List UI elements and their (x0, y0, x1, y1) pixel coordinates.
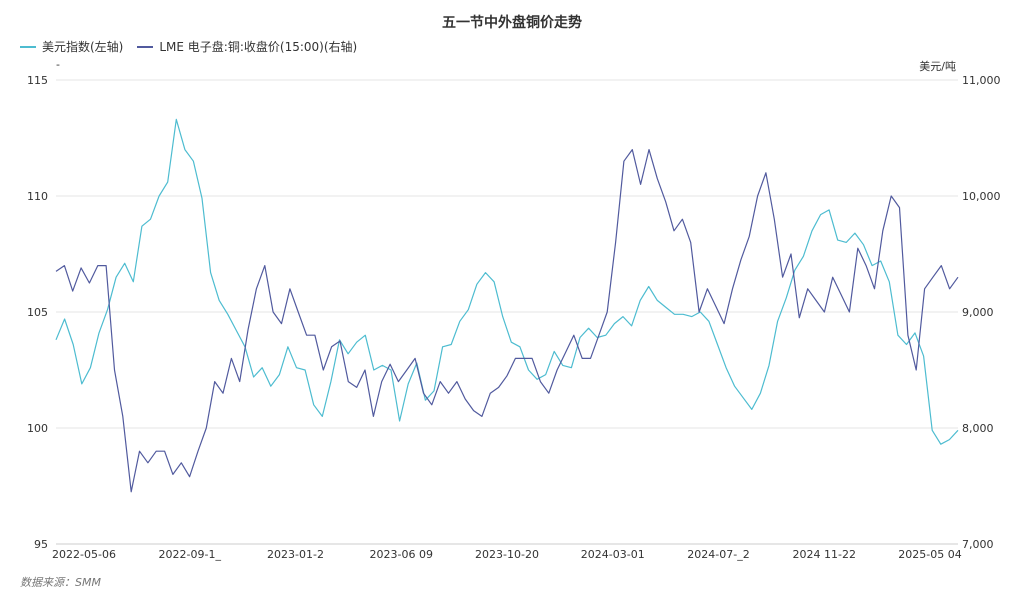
chart-title: 五一节中外盘铜价走势 (442, 15, 582, 31)
legend-label-lme: LME 电子盘:铜:收盘价(15:00)(右轴) (159, 40, 358, 54)
y-right-tick-label: 9,000 (962, 306, 994, 319)
left-axis-unit: - (56, 58, 60, 71)
y-left-tick-label: 110 (27, 190, 48, 203)
x-tick-label: 2024-07-_2 (687, 548, 749, 561)
y-left-tick-label: 105 (27, 306, 48, 319)
legend-item-lme-copper[interactable]: LME 电子盘:铜:收盘价(15:00)(右轴) (137, 38, 357, 55)
x-tick-label: 2025-05 04 (898, 548, 961, 561)
y-left-tick-label: 115 (27, 74, 48, 87)
x-tick-label: 2024-03-01 (581, 548, 645, 561)
data-source: 数据来源：SMM (20, 576, 101, 589)
series-line-lme-copper (55, 149, 959, 493)
y-right-tick-label: 8,000 (962, 422, 994, 435)
y-right-tick-label: 11,000 (962, 74, 1001, 87)
legend-swatch-lme (137, 45, 154, 48)
legend-label-usd: 美元指数(左轴) (42, 40, 124, 54)
y-left-tick-label: 95 (34, 538, 48, 551)
y-right-tick-label: 7,000 (962, 538, 994, 551)
legend-item-usd-index[interactable]: 美元指数(左轴) (20, 38, 123, 55)
legend-swatch-usd (20, 45, 36, 48)
x-tick-label: 2023-06 09 (370, 548, 433, 561)
x-tick-label: 2022-05-06 (52, 548, 116, 561)
x-tick-label: 2022-09-1_ (159, 548, 222, 561)
right-axis-unit: 美元/吨 (919, 60, 956, 73)
series-line-usd-index (55, 118, 959, 445)
legend: 美元指数(左轴) LME 电子盘:铜:收盘价(15:00)(右轴) (20, 38, 357, 55)
y-left-tick-label: 100 (27, 422, 48, 435)
x-tick-label: 2023-01-2 (267, 548, 324, 561)
x-tick-label: 2023-10-20 (475, 548, 539, 561)
y-right-tick-label: 10,000 (962, 190, 1001, 203)
x-tick-label: 2024 11-22 (793, 548, 856, 561)
